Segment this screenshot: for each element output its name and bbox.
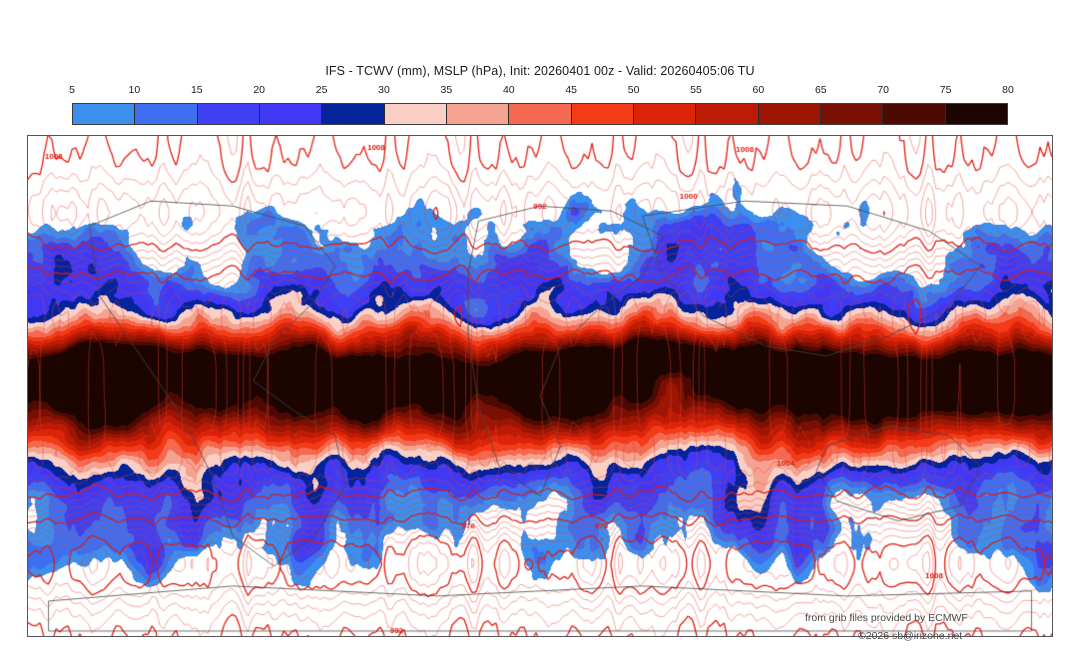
colorbar-tick-60: 60 (752, 84, 765, 96)
colorbar-tick-35: 35 (440, 84, 453, 96)
colorbar-gradient (72, 103, 1008, 125)
colorbar-tick-10: 10 (128, 84, 141, 96)
colorbar-band-30-35 (384, 104, 447, 124)
colorbar-tick-labels: 5 10 15 20 25 30 35 40 45 50 55 60 65 70 75 80 (69, 84, 1014, 100)
colorbar-band-10-15 (135, 104, 198, 124)
data-source-credit: from grib files provided by ECMWF (805, 612, 968, 624)
colorbar-band-40-45 (509, 104, 572, 124)
colorbar-band-25-30 (322, 104, 385, 124)
colorbar-band-15-20 (197, 104, 260, 124)
colorbar-band-35-40 (446, 104, 510, 124)
colorbar-tick-30: 30 (378, 84, 390, 96)
colorbar-band-65-70 (820, 104, 884, 124)
tcwv-mslp-map (28, 136, 1052, 636)
colorbar-tick-5: 5 (69, 84, 75, 96)
copyright-credit: ©2026 sb@irizone.net (858, 630, 963, 642)
colorbar-tick-50: 50 (627, 84, 640, 96)
page-title: IFS - TCWV (mm), MSLP (hPa), Init: 20260… (325, 64, 755, 78)
colorbar-band-70-75 (883, 104, 946, 124)
colorbar-tick-80: 80 (1002, 84, 1014, 96)
colorbar-tick-55: 55 (690, 84, 702, 96)
colorbar-tick-75: 75 (939, 84, 952, 96)
colorbar-tick-65: 65 (814, 84, 827, 96)
colorbar-tick-70: 70 (877, 84, 890, 96)
colorbar-tick-25: 25 (315, 84, 328, 96)
colorbar-band-20-25 (259, 104, 323, 124)
colorbar-legend: 5 10 15 20 25 30 35 40 45 50 55 60 65 70 75 80 (69, 84, 1014, 125)
colorbar-band-60-65 (758, 104, 821, 124)
colorbar-band-50-55 (633, 104, 697, 124)
colorbar-band-75-80 (945, 104, 1007, 124)
colorbar-tick-45: 45 (565, 84, 578, 96)
colorbar-band-5-10 (73, 104, 136, 124)
colorbar-band-45-50 (571, 104, 634, 124)
colorbar-band-55-60 (696, 104, 759, 124)
colorbar-tick-15: 15 (190, 84, 203, 96)
map-plot-area (27, 135, 1053, 637)
colorbar-tick-20: 20 (253, 84, 266, 96)
colorbar-tick-40: 40 (502, 84, 515, 96)
